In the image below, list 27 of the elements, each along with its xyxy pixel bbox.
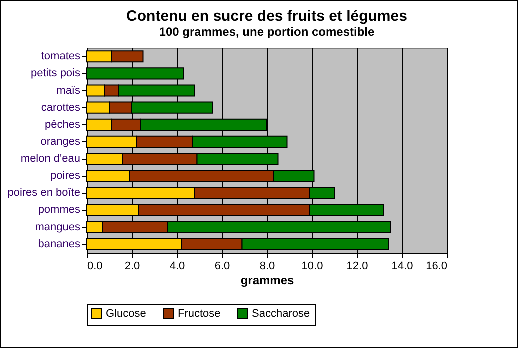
y-tick-label: tomates [41,50,81,63]
x-tick-label: 16.0 [426,260,448,272]
x-axis-title: grammes [240,274,294,288]
y-tick-label: petits pois [30,68,81,80]
x-tick-label: 12.0 [346,260,368,272]
y-tick-label: carottes [41,102,81,114]
y-tick-label: pommes [38,204,81,216]
x-tick-label: 0.0 [88,260,103,272]
x-tick-label: 8.0 [260,260,276,272]
y-tick-label: mangues [35,221,81,234]
y-tick-label: maïs [56,84,81,97]
x-tick-label: 4.0 [170,260,186,272]
x-tick-label: 10.0 [302,260,324,272]
chart-subtitle: 100 grammes, une portion comestible [159,25,376,39]
x-tick-label: 14.0 [392,260,414,272]
legend-label: Glucose [106,308,146,320]
x-tick-label: 6.0 [214,260,230,272]
y-tick-label: poires [50,170,81,182]
y-tick-label: melon d'eau [20,153,80,166]
legend-label: Fructose [178,308,221,320]
y-tick-label: pêches [45,118,81,131]
chart-title: Contenu en sucre des fruits et légumes [126,8,408,25]
y-tick-label: oranges [40,136,81,148]
x-tick-label: 2.0 [124,260,140,272]
y-tick-label: poires en boîte [8,187,80,200]
y-tick-label: bananes [38,238,81,250]
legend-label: Saccharose [252,308,310,320]
